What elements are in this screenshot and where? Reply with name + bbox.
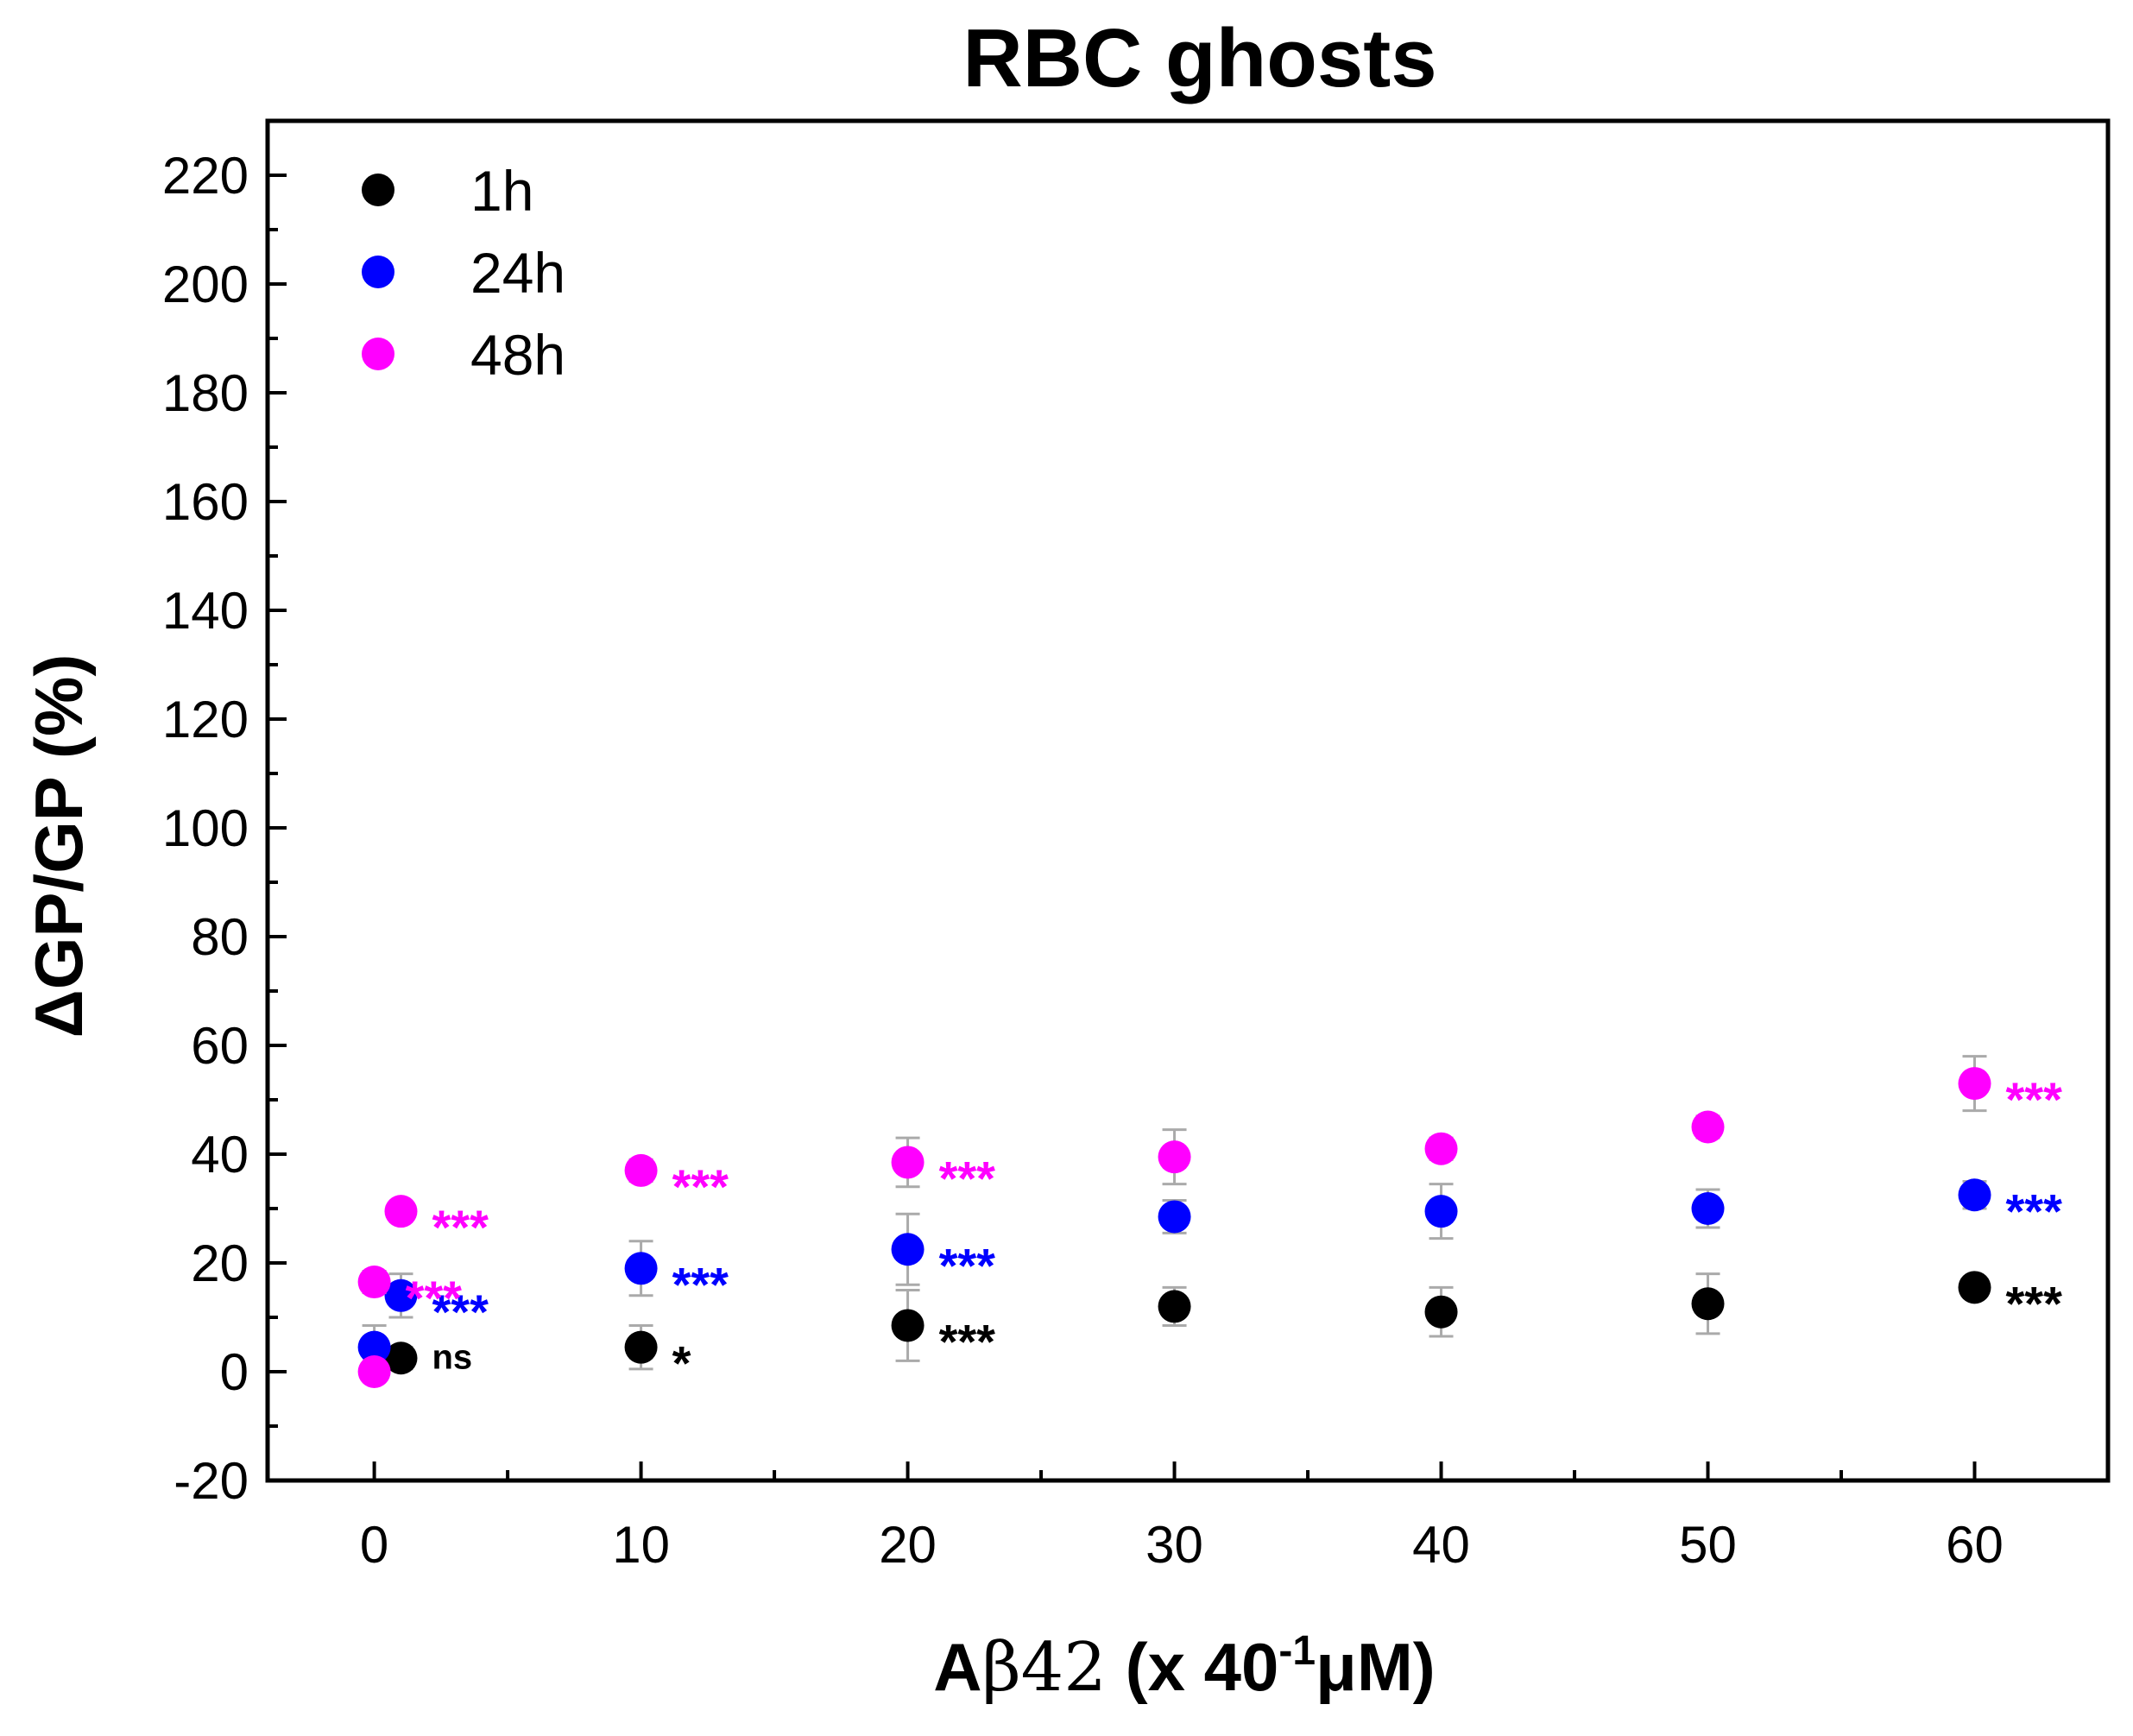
legend-marker (362, 174, 394, 206)
data-point (1158, 1140, 1191, 1174)
y-tick-label: 200 (162, 256, 249, 313)
x-axis-title-beta: β42 (982, 1629, 1107, 1707)
significance-label: *** (939, 1151, 996, 1205)
y-tick-label: 220 (162, 147, 249, 205)
y-tick-label: 60 (191, 1017, 249, 1075)
data-point (1158, 1290, 1191, 1323)
x-tick-label: 20 (879, 1516, 937, 1574)
y-axis-title: ΔGP/GP (%) (21, 654, 97, 1038)
legend-label: 1h (470, 159, 533, 223)
x-tick-label: 10 (612, 1516, 670, 1574)
data-point (1424, 1295, 1458, 1329)
data-point (1958, 1271, 1991, 1304)
data-point (357, 1266, 391, 1299)
x-axis-title-mid: (x 40 (1107, 1629, 1278, 1705)
data-point (1958, 1178, 1991, 1212)
data-point (384, 1341, 418, 1375)
data-point (357, 1355, 391, 1388)
legend: 1h 24h 48h (362, 159, 565, 387)
data-point (624, 1330, 658, 1364)
x-axis-title-sup: -1 (1278, 1628, 1316, 1674)
significance-label: *** (2006, 1276, 2063, 1330)
significance-label: *** (939, 1238, 996, 1292)
legend-label: 24h (470, 241, 565, 305)
data-point (1691, 1110, 1725, 1144)
y-tick-label: -20 (174, 1452, 249, 1510)
significance-label: *** (432, 1200, 489, 1254)
data-point (891, 1146, 925, 1179)
data-point (1424, 1132, 1458, 1165)
data-point (357, 1330, 391, 1364)
y-tick-label: 80 (191, 908, 249, 966)
chart-title: RBC ghosts (962, 12, 1436, 104)
y-tick-label: 40 (191, 1126, 249, 1184)
significance-label: *** (939, 1314, 996, 1368)
significance-label: *** (2006, 1184, 2063, 1238)
data-point (384, 1195, 418, 1228)
significance-label: * (672, 1336, 691, 1391)
y-tick-label: 180 (162, 364, 249, 422)
legend-label: 48h (470, 323, 565, 387)
significance-label: *** (2006, 1072, 2063, 1127)
legend-marker (362, 256, 394, 288)
significance-label: *** (672, 1159, 729, 1214)
significance-label: ns (432, 1338, 472, 1376)
y-tick-label: 20 (191, 1234, 249, 1292)
data-point (624, 1153, 658, 1187)
y-tick-label: 0 (220, 1343, 249, 1401)
data-point (1424, 1195, 1458, 1228)
data-point (1691, 1287, 1725, 1321)
x-tick-label: 0 (360, 1516, 388, 1574)
plot-frame (265, 118, 2111, 1483)
significance-label: *** (406, 1271, 463, 1325)
x-tick-label: 30 (1145, 1516, 1203, 1574)
data-point (1691, 1192, 1725, 1225)
legend-marker (362, 338, 394, 370)
x-tick-label: 60 (1946, 1516, 2004, 1574)
x-axis-title-prefix: A (933, 1629, 981, 1705)
axes-layer: -20 0 20 40 60 80 100 120 140 160 180 200 220 0 10 20 30… (162, 147, 2004, 1574)
data-point (624, 1252, 658, 1285)
data-point (891, 1309, 925, 1342)
marks-layer: ns * ********* *** *************** ****** (357, 1055, 2063, 1391)
x-axis-title: Aβ42 (x 40-1μM) (933, 1628, 1436, 1707)
data-point (384, 1278, 418, 1312)
y-tick-label: 120 (162, 691, 249, 748)
data-point (1158, 1200, 1191, 1234)
data-point (891, 1233, 925, 1266)
significance-label: *** (672, 1257, 729, 1311)
significance-label: *** (432, 1285, 489, 1339)
data-point (1958, 1067, 1991, 1101)
x-tick-label: 50 (1679, 1516, 1737, 1574)
y-tick-label: 140 (162, 582, 249, 640)
y-tick-label: 100 (162, 799, 249, 857)
y-tick-label: 160 (162, 473, 249, 531)
x-axis-title-suffix: μM) (1316, 1629, 1436, 1705)
x-tick-label: 40 (1412, 1516, 1470, 1574)
